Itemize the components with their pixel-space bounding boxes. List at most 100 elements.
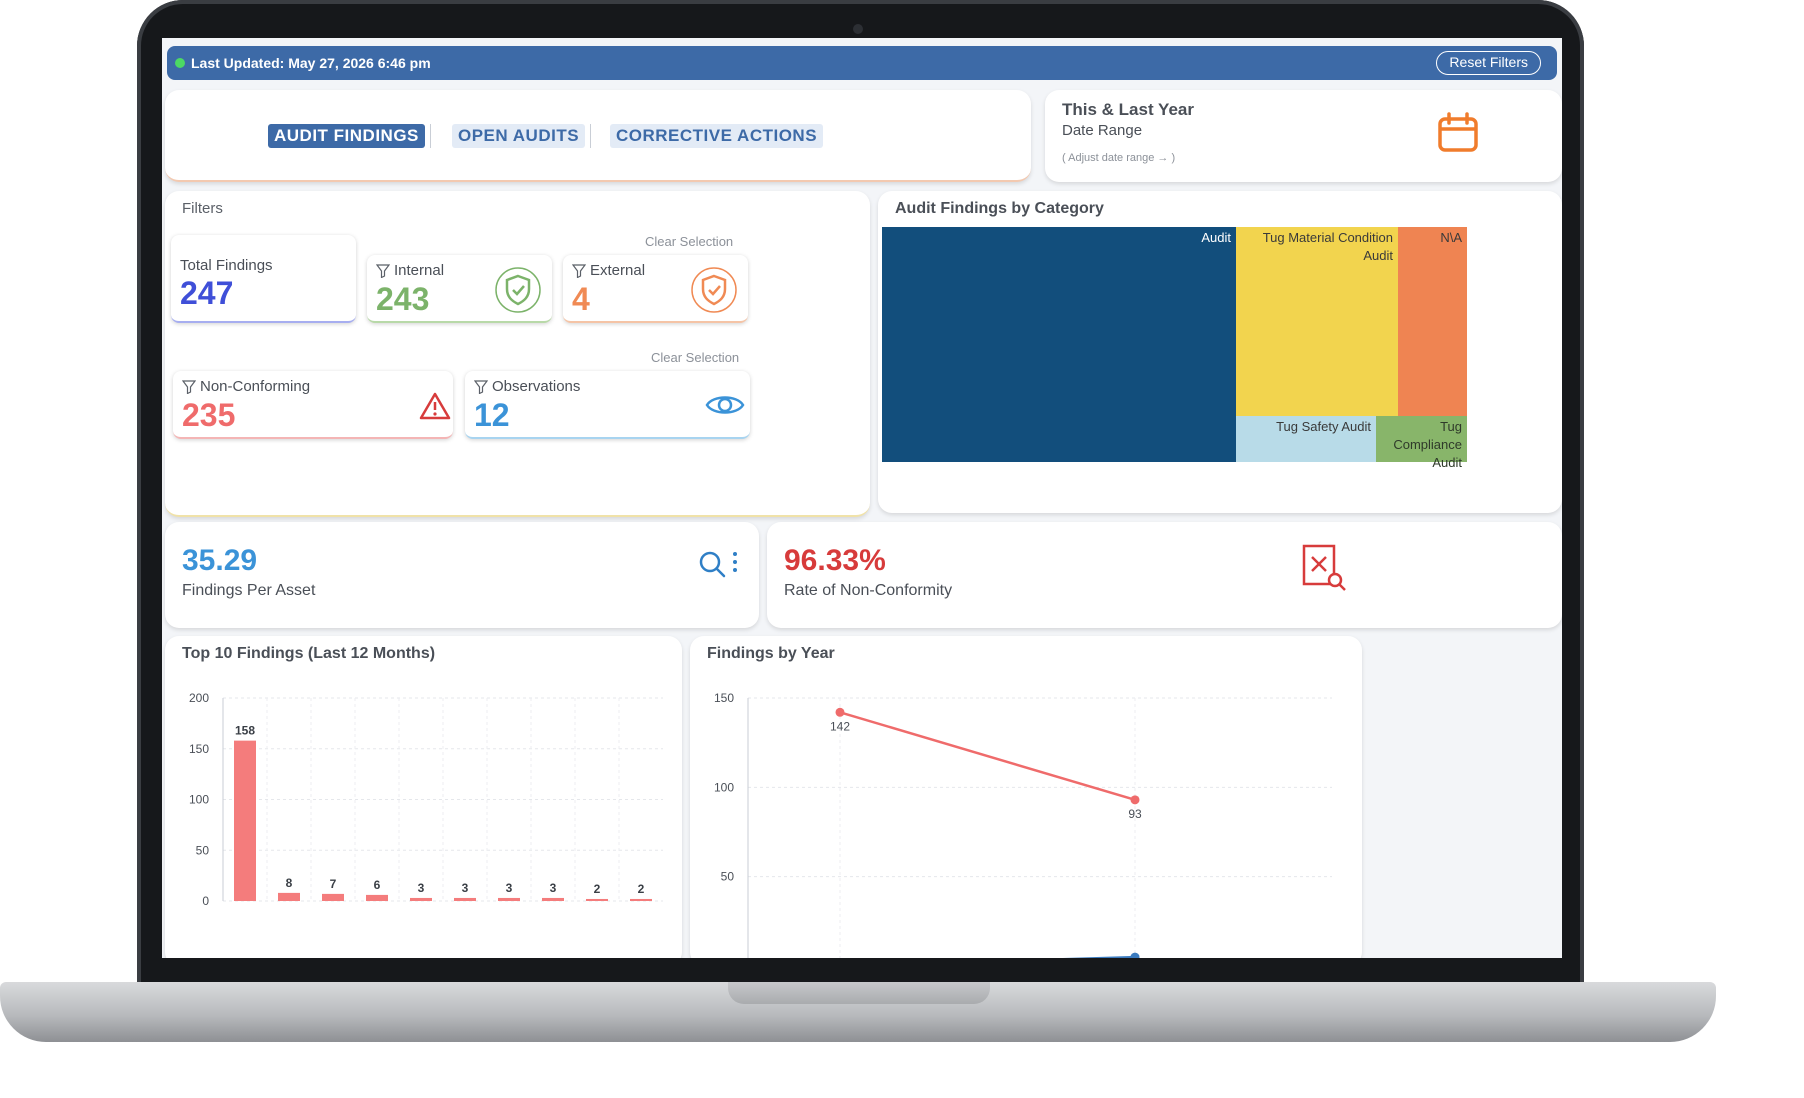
non-conforming-label-text: Non-Conforming bbox=[200, 378, 311, 395]
observations-card[interactable]: Observations 12 bbox=[465, 371, 750, 439]
treemap-title: Audit Findings by Category bbox=[895, 200, 1104, 217]
tab-bar: AUDIT FINDINGS OPEN AUDITS CORRECTIVE AC… bbox=[165, 90, 1031, 182]
non-conforming-card[interactable]: Non-Conforming 235 bbox=[173, 371, 453, 439]
top10-findings-card: Top 10 Findings (Last 12 Months) 0 50 100 1… bbox=[165, 636, 682, 958]
date-range-card[interactable]: This & Last Year Date Range ( Adjust dat… bbox=[1045, 90, 1562, 182]
findings-per-asset-card: 35.29 Findings Per Asset bbox=[165, 522, 759, 628]
y-tick-label: 200 bbox=[189, 691, 209, 705]
date-range-title: This & Last Year bbox=[1062, 100, 1194, 119]
bar-data-label: 2 bbox=[638, 882, 645, 896]
bar bbox=[410, 897, 432, 901]
laptop-notch bbox=[728, 982, 990, 1004]
series-line bbox=[839, 711, 1136, 802]
warning-icon bbox=[419, 392, 451, 420]
bar-data-label: 2 bbox=[594, 882, 601, 896]
bar bbox=[498, 897, 520, 901]
non-conforming-label: Non-Conforming bbox=[182, 378, 310, 395]
y-tick-label: 0 bbox=[202, 894, 209, 908]
bar bbox=[278, 892, 300, 901]
clear-selection-link[interactable]: Clear Selection bbox=[645, 234, 734, 249]
shield-icon bbox=[691, 267, 737, 313]
findings-per-asset-label: Findings Per Asset bbox=[182, 582, 316, 599]
bar-data-label: 6 bbox=[374, 878, 381, 892]
non-conformity-rate-card: 96.33% Rate of Non-Conformity bbox=[767, 522, 1562, 628]
bar bbox=[234, 740, 256, 901]
observations-label: Observations bbox=[474, 378, 580, 395]
treemap-cell-tug-material-condition-audit[interactable]: Tug Material Condition Audit bbox=[1236, 227, 1398, 416]
internal-label: Internal bbox=[376, 262, 444, 279]
status-dot bbox=[175, 58, 185, 68]
filter-icon bbox=[474, 379, 488, 394]
y-tick-label: 50 bbox=[196, 843, 210, 857]
status-bar: Last Updated: May 27, 2026 6:46 pm Reset… bbox=[167, 46, 1557, 80]
bar bbox=[454, 897, 476, 901]
calendar-icon[interactable] bbox=[1437, 112, 1479, 154]
observations-value: 12 bbox=[474, 397, 510, 433]
point-data-label: 93 bbox=[1128, 807, 1142, 821]
findings-by-year-line-chart: 501001501429305 bbox=[714, 691, 1332, 958]
bar-data-label: 3 bbox=[418, 881, 425, 895]
non-conformity-value: 96.33% bbox=[784, 544, 886, 577]
camera bbox=[853, 24, 863, 34]
adjust-date-range-link[interactable]: ( Adjust date range → ) bbox=[1062, 152, 1176, 164]
data-point bbox=[1130, 795, 1140, 805]
shield-icon bbox=[495, 267, 541, 313]
data-point bbox=[835, 707, 845, 717]
series-line bbox=[1062, 955, 1136, 958]
treemap-cell-audit[interactable]: Audit bbox=[882, 227, 1236, 462]
total-findings-label: Total Findings bbox=[180, 257, 273, 274]
dashboard-screen: Last Updated: May 27, 2026 6:46 pm Reset… bbox=[162, 38, 1562, 958]
bar bbox=[542, 897, 564, 901]
tab-divider bbox=[590, 124, 591, 148]
tab-open-audits[interactable]: OPEN AUDITS bbox=[452, 124, 586, 148]
treemap-cell-na[interactable]: N\A bbox=[1398, 227, 1467, 416]
bar-data-label: 3 bbox=[462, 881, 469, 895]
tab-audit-findings[interactable]: AUDIT FINDINGS bbox=[268, 124, 425, 148]
bar-data-label: 3 bbox=[550, 881, 557, 895]
internal-findings-card[interactable]: Internal 243 bbox=[367, 255, 552, 323]
more-options-icon[interactable] bbox=[731, 550, 739, 574]
total-findings-value: 247 bbox=[180, 275, 234, 311]
y-tick-label: 150 bbox=[714, 691, 734, 705]
point-data-label: 142 bbox=[830, 719, 850, 733]
treemap-cell-tug-compliance-audit[interactable]: Tug Compliance Audit bbox=[1376, 416, 1467, 470]
filter-icon bbox=[376, 263, 390, 278]
date-range-subtitle: Date Range bbox=[1062, 122, 1143, 139]
data-point bbox=[1130, 952, 1140, 958]
y-tick-label: 150 bbox=[189, 742, 209, 756]
category-treemap-card: Audit Findings by Category Audit Tug Mat… bbox=[878, 191, 1562, 513]
eye-icon bbox=[705, 396, 745, 414]
bar-data-label: 158 bbox=[235, 724, 255, 738]
document-error-icon bbox=[1302, 544, 1346, 591]
filters-panel: Filters Clear Selection Clear Selection … bbox=[165, 191, 870, 517]
findings-per-asset-value: 35.29 bbox=[182, 544, 258, 577]
external-findings-card[interactable]: External 4 bbox=[563, 255, 748, 323]
total-findings-card[interactable]: Total Findings 247 bbox=[171, 235, 356, 323]
search-icon[interactable] bbox=[698, 550, 726, 578]
top10-title: Top 10 Findings (Last 12 Months) bbox=[182, 645, 436, 662]
bar bbox=[586, 898, 608, 901]
external-label-text: External bbox=[590, 262, 646, 279]
reset-filters-button[interactable]: Reset Filters bbox=[1436, 51, 1541, 75]
observations-label-text: Observations bbox=[492, 378, 581, 395]
y-tick-label: 50 bbox=[721, 870, 735, 884]
clear-selection-link[interactable]: Clear Selection bbox=[651, 350, 740, 365]
top10-bar-chart: 0 50 100 150 200 158 8 7 6 3 3 3 3 2 2 bbox=[189, 691, 663, 908]
internal-label-text: Internal bbox=[394, 262, 445, 279]
filter-icon bbox=[182, 379, 196, 394]
bar bbox=[630, 898, 652, 901]
y-tick-label: 100 bbox=[714, 780, 734, 794]
bar-data-label: 8 bbox=[286, 876, 293, 890]
bar bbox=[366, 894, 388, 901]
treemap-cell-tug-safety-audit[interactable]: Tug Safety Audit bbox=[1236, 416, 1376, 462]
filters-label: Filters bbox=[182, 200, 223, 217]
tab-divider bbox=[430, 124, 431, 148]
tab-corrective-actions[interactable]: CORRECTIVE ACTIONS bbox=[610, 124, 824, 148]
filter-icon bbox=[572, 263, 586, 278]
last-updated-text: Last Updated: May 27, 2026 6:46 pm bbox=[191, 55, 431, 71]
bar-data-label: 3 bbox=[506, 881, 513, 895]
bar bbox=[322, 893, 344, 901]
non-conformity-label: Rate of Non-Conformity bbox=[784, 582, 953, 599]
external-value: 4 bbox=[572, 281, 590, 317]
findings-by-year-card: Findings by Year 501001501429305 bbox=[690, 636, 1362, 958]
